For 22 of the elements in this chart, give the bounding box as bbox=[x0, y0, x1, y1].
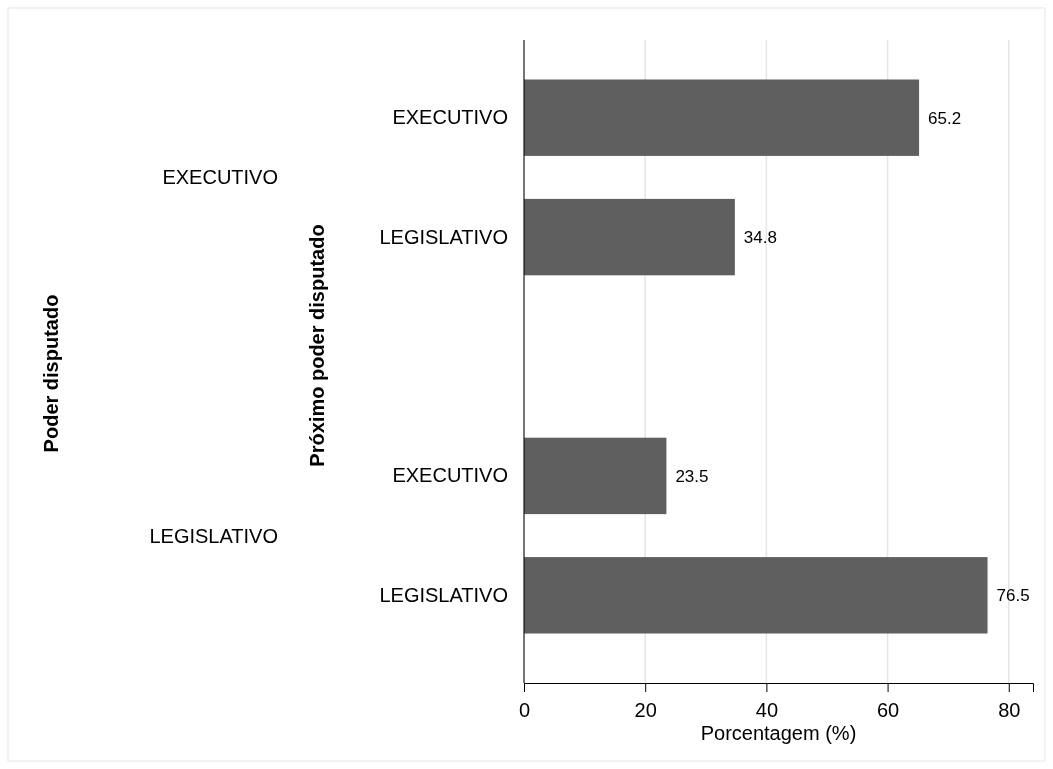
x-tick-label: 0 bbox=[518, 699, 531, 721]
bar bbox=[524, 437, 667, 515]
y-axis-title: Próximo poder disputado bbox=[306, 224, 328, 467]
y-tick-label: EXECUTIVO bbox=[392, 106, 508, 129]
x-tick-label: 60 bbox=[876, 699, 900, 721]
x-tick-label: 40 bbox=[755, 699, 779, 721]
data-label: 76.5 bbox=[996, 586, 1030, 606]
x-tick-label: 20 bbox=[634, 699, 657, 721]
data-label: 34.8 bbox=[743, 228, 777, 248]
data-label: 65.2 bbox=[928, 108, 962, 128]
text: LEGISLATIVO bbox=[149, 524, 278, 547]
y-tick-label: LEGISLATIVO bbox=[379, 225, 508, 248]
bar bbox=[524, 557, 988, 634]
x-axis-title: Porcentagem (%) bbox=[700, 722, 857, 744]
text: Poder disputado bbox=[40, 294, 62, 453]
bar bbox=[524, 79, 920, 156]
y-tick-label: LEGISLATIVO bbox=[379, 583, 508, 606]
text: EXECUTIVO bbox=[162, 166, 278, 189]
data-label: 23.5 bbox=[675, 466, 709, 486]
bar bbox=[524, 198, 735, 276]
x-tick-label: 80 bbox=[998, 699, 1021, 721]
y-tick-label: EXECUTIVO bbox=[392, 464, 508, 487]
